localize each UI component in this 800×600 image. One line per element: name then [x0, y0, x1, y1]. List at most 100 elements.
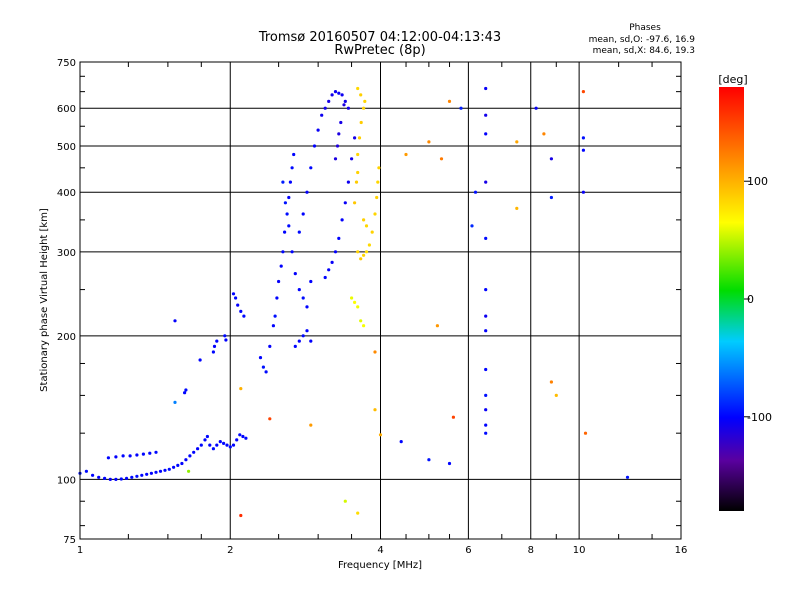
echo-point [404, 152, 408, 157]
x-tick-label: 8 [528, 545, 534, 556]
echo-point [473, 190, 478, 194]
x-tick-label: 4 [377, 545, 383, 556]
colorbar-tick-label: 0 [747, 293, 754, 306]
echo-point [435, 324, 439, 328]
phase-stats-heading: Phases [629, 23, 661, 33]
echo-point [158, 469, 163, 473]
echo-point [212, 344, 217, 348]
echo-point [271, 324, 275, 328]
echo-point [447, 461, 452, 466]
x-tick-label: 10 [573, 545, 586, 556]
echo-point [196, 447, 200, 451]
echo-point [359, 120, 363, 125]
echo-point [340, 218, 344, 222]
echo-point [356, 170, 360, 175]
echo-point [301, 212, 305, 216]
echo-point [128, 454, 132, 458]
echo-point [309, 423, 313, 427]
echo-point [470, 224, 474, 228]
echo-point [268, 344, 272, 348]
echo-point [184, 458, 188, 462]
x-tick-label: 2 [227, 545, 233, 556]
echo-point [258, 356, 263, 360]
echo-point [281, 250, 285, 254]
echo-point [375, 195, 379, 200]
echo-point [451, 415, 455, 419]
colorbar-tick-label: 100 [747, 175, 768, 188]
echo-point [309, 166, 313, 170]
echo-point [192, 450, 196, 454]
echo-point [581, 190, 586, 194]
echo-point [484, 367, 488, 372]
echo-point [330, 260, 334, 264]
y-tick-label: 75 [63, 535, 76, 546]
echo-point [108, 477, 112, 481]
echo-point [484, 393, 488, 397]
echo-point [581, 136, 586, 140]
echo-point [373, 212, 377, 216]
echo-point [283, 201, 287, 205]
echo-point [231, 292, 236, 296]
echo-point [376, 180, 380, 184]
echo-point [356, 250, 360, 254]
echo-point [305, 190, 309, 194]
echo-point [327, 99, 331, 103]
echo-point [370, 230, 374, 234]
echo-point [297, 288, 301, 292]
y-tick-label: 500 [57, 142, 76, 153]
echo-point [323, 275, 327, 280]
echo-point [119, 477, 123, 481]
echo-point [427, 140, 431, 144]
echo-point [484, 236, 488, 240]
echo-point [244, 436, 248, 440]
chart-subtitle: RwPretec (8p) [334, 43, 425, 58]
echo-point [333, 157, 338, 161]
echo-point [273, 314, 277, 318]
echo-point [225, 443, 229, 447]
echo-point [356, 305, 360, 309]
echo-point [239, 513, 243, 518]
y-tick-label: 750 [57, 58, 76, 69]
echo-point [359, 319, 363, 323]
echo-point [484, 132, 488, 136]
echo-point [235, 438, 239, 442]
echo-point [362, 106, 366, 110]
echo-point [84, 469, 88, 473]
echo-point [130, 475, 134, 479]
echo-point [97, 475, 101, 479]
echo-point [198, 358, 202, 362]
echo-point [173, 319, 177, 323]
echo-point [353, 201, 357, 205]
echo-point [350, 157, 354, 161]
echo-point [323, 106, 327, 110]
echo-point [515, 206, 519, 210]
y-tick-label: 200 [57, 332, 76, 343]
echo-point [277, 279, 281, 284]
echo-point [484, 329, 488, 333]
echo-point [549, 380, 554, 384]
echo-point [484, 314, 488, 318]
echo-point [377, 166, 381, 170]
echo-point [236, 303, 240, 307]
echo-point [121, 454, 125, 458]
echo-point [335, 144, 340, 148]
echo-point [625, 475, 630, 479]
echo-point [373, 350, 377, 354]
echo-point [135, 474, 139, 478]
echo-point [534, 106, 538, 110]
echo-point [583, 431, 588, 435]
echo-point [106, 456, 110, 460]
axis-ticks: 1 2 4 6 8 10 16 75 100 200 300 400 500 600 750 [57, 58, 687, 556]
echo-point [292, 152, 296, 157]
echo-point [333, 250, 338, 254]
echo-point [364, 224, 369, 228]
echo-point [364, 250, 369, 254]
echo-point [234, 296, 238, 300]
echo-point [283, 230, 287, 234]
echo-point [484, 408, 488, 412]
echo-point [211, 350, 215, 354]
echo-point [287, 195, 291, 200]
echo-point [484, 86, 488, 91]
echo-point [339, 120, 343, 125]
echo-point [205, 434, 209, 439]
